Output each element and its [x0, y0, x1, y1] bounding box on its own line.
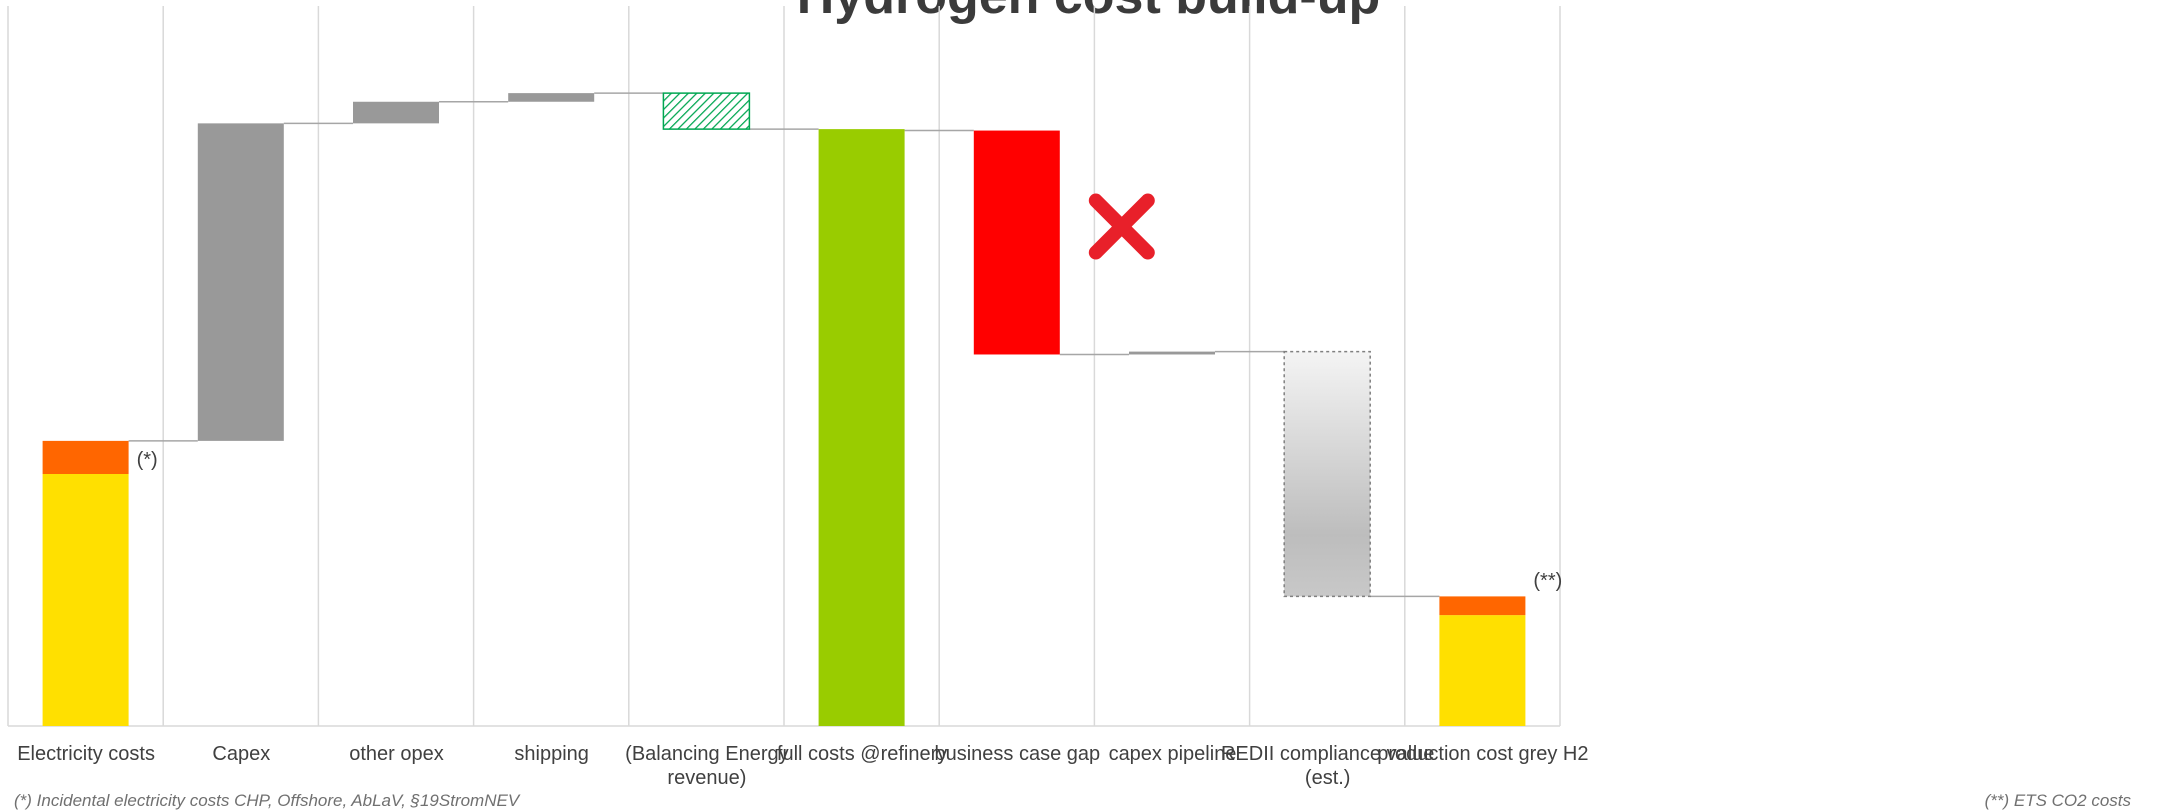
x-tick-label: other opex	[349, 743, 444, 765]
bar-segment	[42, 440, 129, 474]
bar-note: (**)	[1533, 570, 1563, 593]
bar-segment	[662, 92, 751, 130]
cross-icon	[1088, 193, 1155, 260]
x-tick-label: full costs @refinery	[776, 743, 948, 765]
bar-segment	[1283, 350, 1371, 598]
bar-segment	[973, 130, 1060, 355]
x-tick-label: (Balancing Energy revenue)	[625, 743, 789, 789]
bar-segment	[42, 474, 129, 726]
x-tick-label: production cost grey H2	[1377, 743, 1589, 765]
footnote-right: (**) ETS CO2 costs	[1984, 791, 2131, 810]
x-tick-label: Electricity costs	[17, 743, 155, 765]
cross-stroke	[1088, 193, 1155, 260]
bar-segment	[818, 129, 905, 726]
bar-segment	[1439, 596, 1526, 616]
x-tick-label: Capex	[212, 743, 271, 765]
footnote-left: (*) Incidental electricity costs CHP, Of…	[14, 791, 520, 810]
x-tick-label: business case gap	[934, 743, 1101, 765]
bar-segment	[353, 101, 439, 124]
x-tick-label: REDII compliance value (est.)	[1220, 743, 1435, 789]
bar-segment	[508, 93, 595, 102]
x-tick-label: capex pipeline	[1108, 743, 1237, 765]
bar-segment	[197, 123, 284, 441]
chart-title: Hydrogen cost build-up	[0, 0, 2177, 26]
bar-segment	[1439, 615, 1526, 726]
bar-note: (*)	[136, 448, 158, 471]
bar-segment	[1129, 351, 1215, 355]
x-tick-label: shipping	[514, 743, 589, 765]
